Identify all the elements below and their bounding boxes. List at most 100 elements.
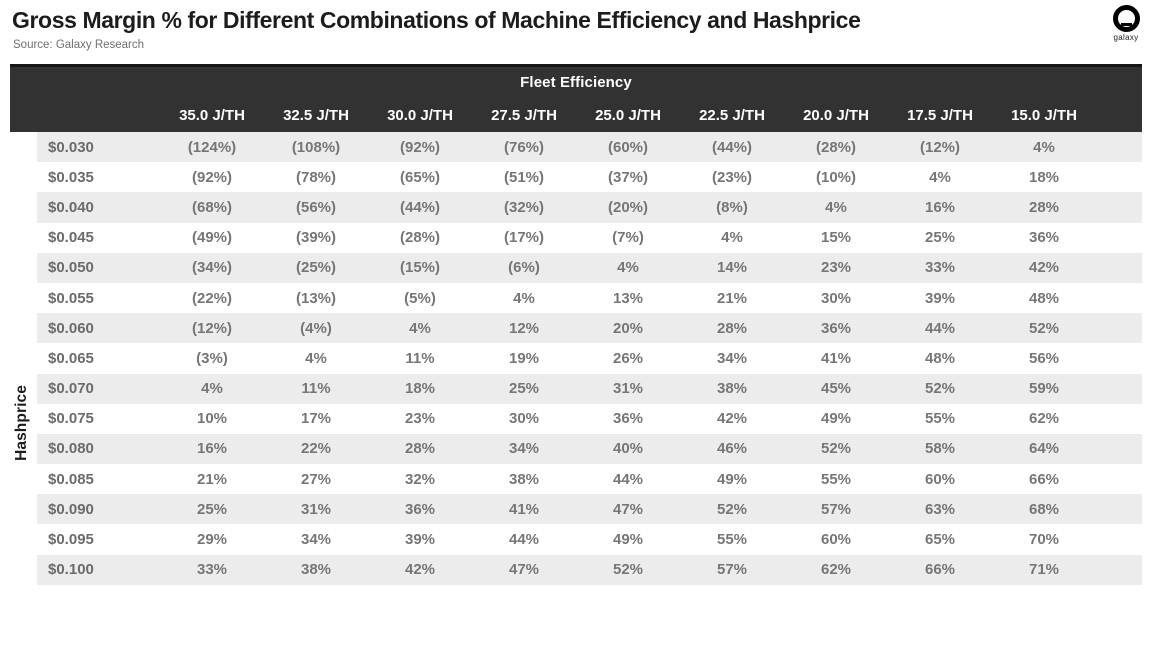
column-header: 30.0 J/TH bbox=[387, 106, 453, 124]
value-cell: 68% bbox=[1028, 500, 1060, 518]
value-cell: (10%) bbox=[815, 168, 856, 186]
value-cell: 30% bbox=[508, 410, 540, 428]
value-cell: (23%) bbox=[711, 168, 752, 186]
value-cell: 41% bbox=[508, 500, 540, 518]
value-cell: 52% bbox=[924, 380, 956, 398]
value-cell: 55% bbox=[924, 410, 956, 428]
value-cell: 36% bbox=[1028, 229, 1060, 247]
row-axis-label: Hashprice bbox=[7, 196, 37, 649]
value-cell: 10% bbox=[196, 410, 228, 428]
value-cell: 32% bbox=[404, 470, 436, 488]
value-cell: (56%) bbox=[295, 198, 336, 216]
value-cell: 16% bbox=[196, 440, 228, 458]
value-cell: 18% bbox=[404, 380, 436, 398]
value-cell: 52% bbox=[820, 440, 852, 458]
table-row: $0.035 (92%) (78%) (65%) (51%) (37%) (23%) (10%… bbox=[37, 162, 1142, 192]
value-cell: 40% bbox=[612, 440, 644, 458]
value-cell: 66% bbox=[1028, 470, 1060, 488]
table-row: $0.060 (12%) (4%) 4% 12% 20% 28% 36% 44% 52% bbox=[37, 313, 1142, 344]
value-cell: 41% bbox=[820, 349, 852, 367]
value-cell: 19% bbox=[508, 349, 540, 367]
value-cell: 48% bbox=[1028, 289, 1060, 307]
value-cell: 55% bbox=[820, 470, 852, 488]
value-cell: 38% bbox=[300, 561, 332, 579]
value-cell: 20% bbox=[612, 319, 644, 337]
value-cell: 55% bbox=[716, 531, 748, 549]
value-cell: (20%) bbox=[607, 198, 648, 216]
value-cell: 28% bbox=[1028, 198, 1060, 216]
value-cell: (6%) bbox=[508, 259, 540, 277]
value-cell: 11% bbox=[301, 380, 331, 398]
value-cell: 38% bbox=[716, 380, 748, 398]
value-cell: (78%) bbox=[295, 168, 336, 186]
value-cell: 33% bbox=[196, 561, 228, 579]
value-cell: 36% bbox=[612, 410, 644, 428]
value-cell: (4%) bbox=[300, 319, 332, 337]
galaxy-circle-square-icon bbox=[1112, 5, 1140, 32]
column-header-row: 35.0 J/TH 32.5 J/TH 30.0 J/TH 27.5 J/TH 25.0… bbox=[10, 98, 1142, 132]
value-cell: 34% bbox=[716, 349, 748, 367]
value-cell: 71% bbox=[1028, 561, 1060, 579]
value-cell: 26% bbox=[612, 349, 644, 367]
row-header: $0.080 bbox=[48, 440, 94, 458]
value-cell: (65%) bbox=[399, 168, 440, 186]
row-header: $0.100 bbox=[48, 561, 94, 579]
value-cell: (39%) bbox=[295, 229, 336, 247]
galaxy-logo: galaxy bbox=[1108, 5, 1144, 42]
value-cell: 39% bbox=[404, 531, 436, 549]
value-cell: 15% bbox=[820, 229, 852, 247]
hashprice-axis-label: Hashprice bbox=[13, 384, 31, 461]
value-cell: 31% bbox=[612, 380, 644, 398]
value-cell: (92%) bbox=[191, 168, 232, 186]
value-cell: 14% bbox=[716, 259, 748, 277]
value-cell: 21% bbox=[716, 289, 748, 307]
table-header: Fleet Efficiency 35.0 J/TH 32.5 J/TH 30.0 … bbox=[10, 64, 1142, 132]
value-cell: 25% bbox=[196, 500, 228, 518]
value-cell: (49%) bbox=[191, 229, 232, 247]
value-cell: (37%) bbox=[607, 168, 648, 186]
galaxy-logo-label: galaxy bbox=[1113, 33, 1139, 42]
value-cell: 44% bbox=[508, 531, 540, 549]
table-body: $0.030 (124%) (108%) (92%) (76%) (60%) (44%) (2… bbox=[37, 132, 1142, 585]
value-cell: (12%) bbox=[919, 138, 960, 156]
table-row: $0.050 (34%) (25%) (15%) (6%) 4% 14% 23% 33% 42% bbox=[37, 252, 1142, 283]
value-cell: 4% bbox=[201, 380, 223, 398]
value-cell: 52% bbox=[612, 561, 644, 579]
value-cell: (3%) bbox=[196, 349, 228, 367]
row-header: $0.085 bbox=[48, 470, 94, 488]
value-cell: 17% bbox=[300, 410, 332, 428]
row-header: $0.090 bbox=[48, 500, 94, 518]
gross-margin-table: Fleet Efficiency 35.0 J/TH 32.5 J/TH 30.0 … bbox=[10, 64, 1142, 585]
value-cell: 12% bbox=[508, 319, 540, 337]
value-cell: (12%) bbox=[191, 319, 232, 337]
value-cell: 59% bbox=[1028, 380, 1060, 398]
table-row: $0.065 (3%) 4% 11% 19% 26% 34% 41% 48% 56% bbox=[37, 343, 1142, 373]
value-cell: (28%) bbox=[399, 229, 440, 247]
value-cell: 70% bbox=[1028, 531, 1060, 549]
value-cell: 57% bbox=[716, 561, 748, 579]
value-cell: (13%) bbox=[295, 289, 336, 307]
value-cell: (60%) bbox=[607, 138, 648, 156]
value-cell: 47% bbox=[612, 500, 644, 518]
table-row: $0.075 10% 17% 23% 30% 36% 42% 49% 55% 62% bbox=[37, 404, 1142, 434]
value-cell: 18% bbox=[1028, 168, 1060, 186]
value-cell: 34% bbox=[508, 440, 540, 458]
value-cell: 39% bbox=[924, 289, 956, 307]
row-header: $0.045 bbox=[48, 229, 94, 247]
value-cell: 27% bbox=[300, 470, 332, 488]
value-cell: 33% bbox=[924, 259, 956, 277]
value-cell: 30% bbox=[820, 289, 852, 307]
row-header: $0.050 bbox=[48, 259, 94, 277]
row-header: $0.040 bbox=[48, 198, 94, 216]
value-cell: 4% bbox=[617, 259, 639, 277]
row-header: $0.065 bbox=[48, 349, 94, 367]
table-row: $0.095 29% 34% 39% 44% 49% 55% 60% 65% 70% bbox=[37, 524, 1142, 554]
column-header: 22.5 J/TH bbox=[699, 106, 765, 124]
value-cell: 62% bbox=[1028, 410, 1060, 428]
value-cell: 38% bbox=[508, 470, 540, 488]
value-cell: 57% bbox=[820, 500, 852, 518]
value-cell: 11% bbox=[405, 349, 435, 367]
value-cell: (17%) bbox=[503, 229, 544, 247]
value-cell: 45% bbox=[820, 380, 852, 398]
value-cell: 23% bbox=[820, 259, 852, 277]
